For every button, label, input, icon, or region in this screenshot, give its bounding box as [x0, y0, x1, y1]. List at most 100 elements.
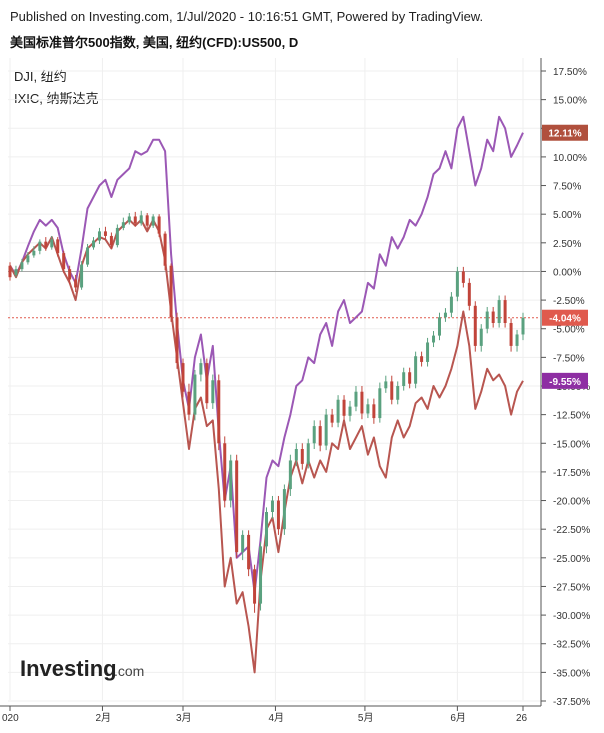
- candle-body: [443, 312, 447, 318]
- candle-body: [121, 222, 125, 228]
- series-line-lower: [9, 218, 524, 674]
- y-tick-label: 15.00%: [553, 96, 587, 107]
- candle-body: [211, 380, 215, 404]
- candle-body: [92, 240, 96, 248]
- candle-body: [265, 512, 268, 547]
- candle-body: [80, 264, 84, 288]
- investing-logo: Investing.com: [20, 656, 144, 681]
- candle-body: [8, 265, 12, 278]
- candle-body: [14, 269, 18, 275]
- candle-body: [414, 356, 418, 384]
- candle-body: [378, 388, 382, 419]
- candle-body: [145, 215, 149, 226]
- candle-body: [26, 255, 30, 263]
- candle-body: [491, 311, 495, 323]
- candle-body: [253, 569, 257, 604]
- last-value-label: -9.55%: [549, 377, 581, 388]
- candle-body: [139, 215, 143, 224]
- y-tick-label: 7.50%: [553, 182, 581, 193]
- candle-body: [360, 391, 364, 414]
- candle-body: [187, 391, 191, 415]
- x-tick-label: 020: [2, 713, 19, 724]
- candle-body: [32, 250, 36, 256]
- candle-body: [109, 235, 113, 246]
- candle-body: [426, 342, 430, 362]
- candle-body: [38, 241, 42, 251]
- candle-body: [133, 216, 137, 224]
- y-tick-label: 0.00%: [553, 267, 581, 278]
- candle-body: [86, 247, 90, 265]
- candle-body: [20, 262, 24, 270]
- candle-body: [390, 381, 394, 400]
- candle-body: [181, 363, 185, 392]
- candle-body: [282, 489, 286, 530]
- candle-body: [354, 391, 358, 407]
- candle-body: [288, 460, 292, 490]
- y-tick-label: -25.00%: [553, 554, 590, 565]
- y-tick-label: -20.00%: [553, 497, 590, 508]
- candle-body: [163, 233, 167, 266]
- candle-body: [270, 500, 274, 512]
- candle-body: [503, 300, 507, 323]
- candle-body: [115, 227, 119, 246]
- y-axis: 17.50%15.00%12.50%10.00%7.50%5.00%2.50%0…: [540, 58, 590, 708]
- x-tick-label: 2月: [95, 712, 111, 724]
- candle-body: [175, 317, 179, 364]
- last-value-label-bg: [542, 124, 588, 141]
- candle-body: [127, 216, 131, 223]
- candle-body: [324, 414, 328, 446]
- series-line-upper: [9, 115, 524, 594]
- candle-body: [241, 534, 245, 553]
- candle-body: [169, 265, 173, 318]
- last-value-label-bg: [542, 372, 588, 389]
- candle-body: [62, 253, 66, 270]
- candle-body: [74, 279, 78, 288]
- y-tick-label: -7.50%: [553, 353, 585, 364]
- y-tick-label: -32.50%: [553, 640, 590, 651]
- candle-body: [402, 372, 406, 386]
- y-tick-label: -15.00%: [553, 439, 590, 450]
- candle-body: [366, 404, 370, 414]
- candle-body: [157, 216, 161, 234]
- series-lines: [9, 115, 524, 674]
- grid-lines: [8, 58, 540, 702]
- y-tick-label: -17.50%: [553, 468, 590, 479]
- candle-body: [437, 317, 441, 336]
- x-tick-label: 6月: [450, 712, 466, 724]
- x-tick-label: 26: [516, 713, 528, 724]
- candle-body: [193, 374, 197, 415]
- candlesticks: [8, 210, 525, 613]
- candle-body: [515, 334, 519, 346]
- candle-body: [199, 363, 203, 375]
- legend-item-dji: DJI, 纽约: [14, 69, 67, 84]
- y-tick-label: -2.50%: [553, 296, 585, 307]
- candle-body: [50, 239, 54, 248]
- last-value-label: 12.11%: [548, 129, 581, 140]
- y-tick-label: -22.50%: [553, 525, 590, 536]
- candle-body: [229, 460, 233, 501]
- candle-body: [259, 546, 263, 604]
- candle-body: [449, 296, 453, 313]
- candle-body: [461, 271, 465, 283]
- candle-body: [336, 399, 340, 423]
- candle-body: [485, 311, 489, 329]
- x-tick-label: 3月: [176, 712, 192, 724]
- logo-suffix: .com: [114, 663, 144, 679]
- x-axis: 020 2月 3月 4月 5月 6月 26: [0, 705, 541, 724]
- candle-body: [408, 372, 412, 384]
- candle-body: [318, 426, 322, 446]
- candle-body: [384, 381, 388, 389]
- candle-body: [467, 282, 471, 306]
- candle-body: [103, 231, 107, 236]
- candle-body: [223, 443, 227, 501]
- candle-body: [68, 269, 72, 280]
- candle-body: [151, 216, 155, 226]
- chart-subtitle: 美国标准普尔500指数, 美国, 纽约(CFD):US500, D: [10, 35, 299, 50]
- candle-body: [420, 356, 424, 362]
- candle-body: [312, 426, 316, 444]
- candle-body: [330, 414, 334, 423]
- candle-body: [56, 239, 60, 254]
- candle-body: [372, 404, 376, 419]
- candle-body: [455, 271, 459, 297]
- publication-header: Published on Investing.com, 1/Jul/2020 -…: [10, 9, 484, 24]
